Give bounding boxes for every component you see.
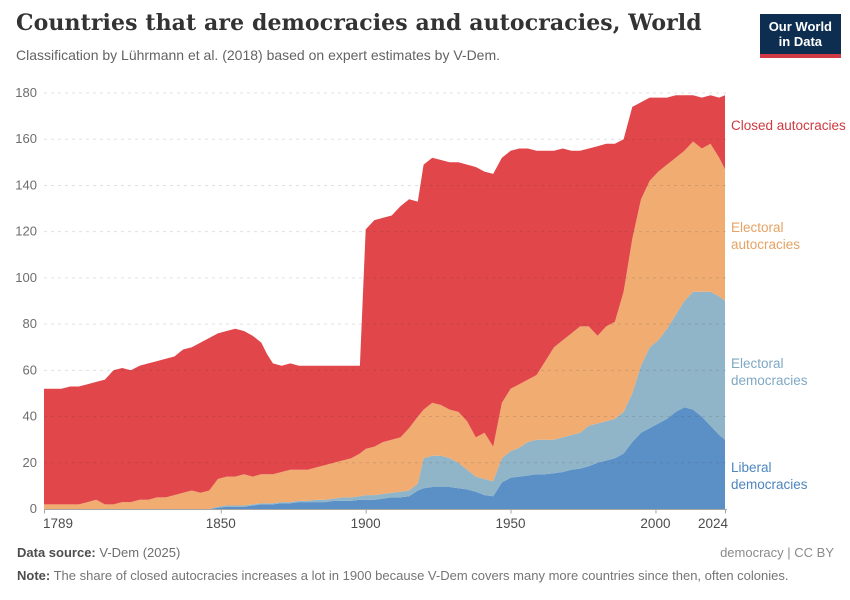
data-source-label: Data source:: [17, 545, 96, 560]
y-axis-tick-label: 180: [15, 85, 37, 100]
legend-electoral-autocracies: Electoral autocracies: [731, 220, 801, 253]
legend-electoral-democracies: Electoral democracies: [731, 356, 808, 389]
x-axis-tick-label: 1789: [43, 516, 73, 531]
area-closed-autocracies: [44, 95, 725, 505]
y-axis-tick-label: 160: [15, 131, 37, 146]
x-axis-tick-label: 1900: [351, 516, 381, 531]
x-axis-tick-label: 1850: [206, 516, 236, 531]
x-axis-tick-label: 2024: [698, 516, 729, 531]
x-axis-tick-label: 2000: [640, 516, 670, 531]
note-value: The share of closed autocracies increase…: [50, 568, 789, 583]
note-line: Note: The share of closed autocracies in…: [17, 568, 837, 583]
area-electoral-autocracies: [44, 141, 725, 509]
area-electoral-democracies: [44, 291, 725, 509]
y-axis-tick-label: 20: [23, 455, 37, 470]
y-axis-tick-label: 40: [23, 409, 37, 424]
note-label: Note:: [17, 568, 51, 583]
legend-closed-autocracies: Closed autocracies: [731, 118, 846, 133]
y-axis-tick-label: 140: [15, 177, 37, 192]
legend-liberal-democracies: Liberal democracies: [731, 460, 808, 493]
owid-logo-line1: Our World: [768, 19, 832, 34]
page-title: Countries that are democracies and autoc…: [16, 10, 702, 36]
owid-logo-line2: in Data: [778, 34, 823, 50]
stacked-area-chart[interactable]: 0 20 40 60 80 100 120 140 160 180 1789 1850 1900 1950…: [0, 85, 850, 540]
area-liberal-democracies: [44, 407, 725, 509]
y-axis-tick-label: 100: [15, 270, 37, 285]
owid-logo[interactable]: Our World in Data: [759, 14, 841, 58]
license-link[interactable]: democracy | CC BY: [720, 545, 834, 560]
y-axis-tick-label: 120: [15, 224, 37, 239]
y-axis-tick-label: 0: [30, 501, 37, 516]
x-axis-tick-label: 1950: [496, 516, 526, 531]
y-axis-tick-label: 80: [23, 316, 37, 331]
data-source-value: V-Dem (2025): [95, 545, 181, 560]
data-source-line: Data source: V-Dem (2025): [17, 545, 180, 560]
y-axis-tick-label: 60: [23, 362, 37, 377]
chart-subtitle: Classification by Lührmann et al. (2018)…: [16, 47, 501, 63]
